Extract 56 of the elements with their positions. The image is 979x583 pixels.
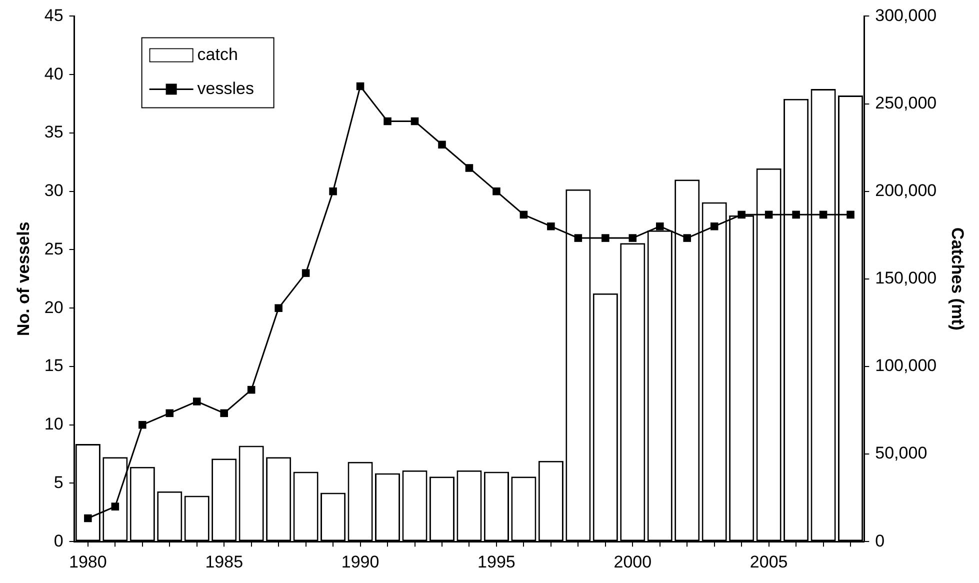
y-axis-title: No. of vessels (14, 222, 33, 336)
point (329, 187, 337, 196)
point (547, 222, 555, 230)
y2-tick-label: 0 (875, 531, 885, 550)
point (438, 140, 446, 149)
y2-tick-label: 300,000 (875, 6, 937, 25)
point (302, 269, 310, 277)
point (465, 164, 474, 172)
point (602, 234, 610, 242)
point (220, 409, 228, 418)
point (492, 187, 500, 196)
point (628, 234, 637, 242)
point (846, 210, 854, 219)
y-tick-label: 0 (54, 531, 64, 550)
x-tick-label: 1995 (478, 552, 516, 572)
point (410, 117, 419, 126)
y2-tick-label: 250,000 (875, 93, 937, 112)
y-tick-label: 35 (44, 122, 64, 142)
x-tick-label: 2000 (614, 552, 652, 572)
point (792, 210, 800, 219)
point (710, 222, 718, 230)
x-tick-label: 1990 (341, 552, 380, 572)
x-tick-label: 1985 (205, 552, 244, 572)
point (247, 386, 256, 394)
point (656, 222, 664, 230)
point (192, 398, 201, 406)
point (166, 409, 174, 418)
y-tick-label: 25 (44, 239, 64, 258)
y2-axis-title: Catches (mt) (948, 227, 968, 330)
point (84, 514, 92, 522)
point (274, 304, 282, 312)
point (356, 82, 364, 90)
y2-tick-label: 100,000 (875, 356, 937, 376)
y2-tick-label: 150,000 (875, 268, 937, 288)
y-tick-label: 45 (44, 6, 64, 25)
point (738, 210, 746, 219)
point (138, 420, 146, 429)
point (764, 210, 773, 219)
y-tick-label: 30 (44, 181, 64, 200)
point (683, 234, 692, 242)
x-tick-label: 1980 (69, 552, 107, 572)
y-tick-label: 40 (44, 64, 64, 84)
legend-label: vessles (197, 78, 254, 98)
point (520, 210, 528, 219)
y-tick-label: 5 (54, 472, 64, 492)
y2-tick-label: 50,000 (875, 444, 928, 463)
point (111, 502, 120, 510)
y-tick-label: 10 (44, 414, 64, 434)
y-tick-label: 15 (44, 356, 64, 376)
y2-tick-label: 200,000 (875, 181, 937, 200)
point (819, 210, 828, 219)
point (574, 234, 582, 242)
x-tick-label: 2005 (750, 552, 788, 572)
legend-label: catch (197, 44, 238, 64)
y-tick-label: 20 (44, 298, 64, 317)
point (384, 117, 392, 126)
